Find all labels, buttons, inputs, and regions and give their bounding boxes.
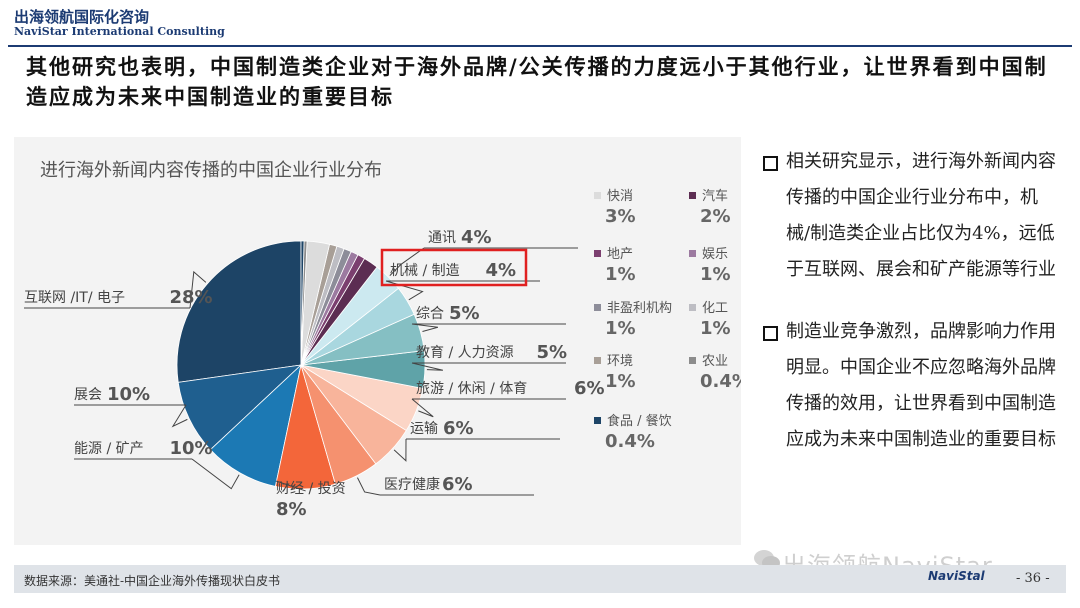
legend-swatch bbox=[689, 357, 696, 364]
legend-value: 2% bbox=[700, 206, 731, 227]
slice-label: 运输 bbox=[410, 421, 438, 437]
pie-slice bbox=[176, 240, 302, 383]
text-panel: 相关研究显示，进行海外新闻内容传播的中国企业行业分布中，机械/制造类企业占比仅为… bbox=[762, 144, 1062, 484]
legend-value: 1% bbox=[605, 371, 636, 392]
bullet-text: 制造业竞争激烈，品牌影响力作用明显。中国企业不应忽略海外品牌传播的效用，让世界看… bbox=[786, 321, 1056, 450]
legend-label: 非盈利机构 bbox=[607, 301, 672, 316]
legend-label: 汽车 bbox=[702, 188, 728, 204]
chart-panel: 进行海外新闻内容传播的中国企业行业分布 互联网 /IT/ 电子 28% 展会 10% 能… bbox=[14, 137, 741, 545]
legend-label: 地产 bbox=[607, 247, 633, 262]
legend-value: 1% bbox=[605, 318, 636, 339]
leader-line bbox=[393, 438, 407, 462]
legend-swatch bbox=[594, 357, 601, 364]
legend-label: 娱乐 bbox=[702, 247, 728, 262]
slice-label: 教育 / 人力资源 bbox=[416, 345, 514, 361]
leader-line bbox=[356, 477, 381, 496]
slice-value: 5% bbox=[537, 342, 568, 363]
leader-line bbox=[275, 480, 306, 492]
slice-label: 互联网 /IT/ 电子 bbox=[24, 290, 125, 306]
highlight-box bbox=[380, 248, 528, 287]
slice-value: 8% bbox=[276, 499, 307, 520]
legend-label: 化工 bbox=[702, 301, 728, 316]
legend-value: 1% bbox=[700, 264, 731, 285]
legend-value: 0.4% bbox=[700, 371, 741, 392]
chart-title: 进行海外新闻内容传播的中国企业行业分布 bbox=[40, 160, 382, 181]
legend-value: 3% bbox=[605, 206, 636, 227]
checkbox-icon bbox=[763, 326, 778, 341]
slice-value: 6% bbox=[574, 378, 605, 399]
leader-line bbox=[411, 398, 434, 418]
legend-swatch bbox=[689, 304, 696, 311]
legend-value: 0.4% bbox=[605, 431, 655, 452]
navistar-logo: NaviStal bbox=[928, 569, 985, 583]
slice-value: 4% bbox=[461, 227, 492, 248]
slice-value: 5% bbox=[449, 303, 480, 324]
pie-slice bbox=[177, 364, 303, 451]
legend-swatch bbox=[594, 417, 601, 424]
leader-line bbox=[411, 362, 444, 371]
legend-value: 1% bbox=[605, 264, 636, 285]
headline: 其他研究也表明，中国制造类企业对于海外品牌/公关传播的力度远小于其他行业，让世界… bbox=[26, 54, 1048, 109]
slice-label: 综合 bbox=[416, 306, 444, 322]
slice-value: 6% bbox=[443, 418, 474, 439]
leader-line bbox=[189, 270, 207, 309]
slice-label: 医疗健康 bbox=[384, 476, 440, 493]
slice-value: 6% bbox=[442, 474, 473, 495]
footer-bar: 数据来源：美通社-中国企业海外传播现状白皮书 bbox=[14, 565, 1066, 593]
logo-cn: 出海领航国际化咨询 bbox=[14, 8, 150, 26]
leader-line bbox=[389, 247, 425, 276]
pie-chart: 互联网 /IT/ 电子 28% 展会 10% 能源 / 矿产 10% 财经 / 投资 8% 医疗… bbox=[24, 188, 741, 520]
slice-label: 展会 bbox=[74, 387, 102, 403]
slice-value: 28% bbox=[170, 287, 213, 308]
header-rule bbox=[8, 45, 1072, 47]
bullet-text: 相关研究显示，进行海外新闻内容传播的中国企业行业分布中，机械/制造类企业占比仅为… bbox=[786, 151, 1056, 280]
legend-swatch bbox=[594, 250, 601, 257]
checkbox-icon bbox=[763, 156, 778, 171]
legend-swatch bbox=[689, 192, 696, 199]
page-number: - 36 - bbox=[1016, 571, 1050, 586]
slice-label: 旅游 / 休闲 / 体育 bbox=[416, 381, 527, 397]
slice-label: 财经 / 投资 bbox=[276, 481, 346, 497]
legend-swatch bbox=[594, 192, 601, 199]
slice-label: 能源 / 矿产 bbox=[74, 441, 144, 457]
leader-line bbox=[411, 323, 439, 333]
leader-line bbox=[191, 458, 240, 490]
slice-value: 10% bbox=[107, 384, 150, 405]
legend-value: 1% bbox=[700, 318, 731, 339]
leader-line bbox=[171, 404, 188, 428]
bullet-point: 制造业竞争激烈，品牌影响力作用明显。中国企业不应忽略海外品牌传播的效用，让世界看… bbox=[762, 314, 1062, 458]
source-note: 数据来源：美通社-中国企业海外传播现状白皮书 bbox=[24, 574, 281, 588]
slice-value: 10% bbox=[170, 438, 213, 459]
legend-swatch bbox=[689, 250, 696, 257]
legend-label: 快消 bbox=[607, 189, 633, 204]
bullet-point: 相关研究显示，进行海外新闻内容传播的中国企业行业分布中，机械/制造类企业占比仅为… bbox=[762, 144, 1062, 288]
legend-label: 农业 bbox=[702, 354, 728, 369]
legend-label: 食品 / 餐饮 bbox=[607, 413, 672, 429]
legend-label: 环境 bbox=[607, 354, 633, 369]
slice-value: 4% bbox=[486, 260, 517, 281]
pie-slice bbox=[209, 363, 302, 487]
pie-slice bbox=[300, 240, 305, 366]
slice-label: 通讯 bbox=[428, 230, 456, 246]
logo-en: NaviStar International Consulting bbox=[14, 25, 225, 38]
slice-label: 机械 / 制造 bbox=[390, 263, 460, 279]
legend-swatch bbox=[594, 304, 601, 311]
